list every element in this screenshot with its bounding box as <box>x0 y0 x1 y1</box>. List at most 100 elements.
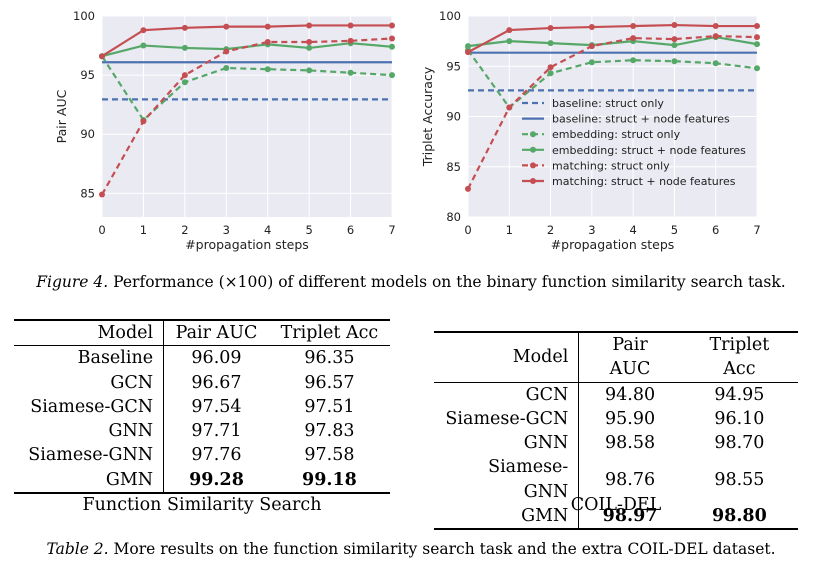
data-point <box>223 65 230 72</box>
triplet-accuracy-chart: 0 1 2 3 4 5 6 7 80 85 90 95 100 #propagation steps Tri… <box>420 9 761 252</box>
model-cell: Baseline <box>14 345 165 371</box>
legend-label: embedding: struct only <box>552 128 681 141</box>
data-point <box>712 60 719 67</box>
table-caption-text: More results on the function similarity … <box>113 540 776 558</box>
model-cell: GNN <box>434 431 580 456</box>
pair-auc-cell: 97.71 <box>191 421 242 442</box>
data-point <box>181 24 188 31</box>
x-tick-label: 5 <box>305 223 312 237</box>
series-line-4 <box>101 37 393 196</box>
x-axis-label: #propagation steps <box>551 237 675 252</box>
series-line-2 <box>467 49 758 110</box>
data-point <box>754 23 760 30</box>
data-point <box>506 38 513 45</box>
data-point <box>306 67 313 74</box>
data-point <box>140 42 147 49</box>
data-point <box>506 27 513 34</box>
table-row: Siamese-GCN 95.90 96.10 <box>434 406 798 432</box>
pair-auc-cell: 95.90 <box>604 408 656 429</box>
data-point <box>306 39 313 46</box>
data-point <box>671 22 678 29</box>
series-line-5 <box>101 24 392 58</box>
data-point <box>99 191 105 198</box>
x-tick-label: 2 <box>547 223 554 237</box>
data-point <box>389 35 395 42</box>
data-point <box>140 118 147 125</box>
pair-auc-cell: 97.76 <box>191 445 242 466</box>
pair-auc-cell: 98.58 <box>604 433 656 454</box>
model-cell: Siamese-GCN <box>14 394 165 420</box>
x-tick-label: 5 <box>671 223 678 237</box>
pair-auc-cell: 98.97 <box>579 504 681 529</box>
model-cell: Siamese-GNN <box>434 455 580 505</box>
table-right-title: COIL-DEL <box>570 495 662 515</box>
table-row: GCN 94.80 94.95 <box>434 382 798 407</box>
x-tick-label: 2 <box>181 223 188 237</box>
legend-marker <box>530 131 536 138</box>
table-row: GMN 98.97 98.80 <box>434 504 798 530</box>
legend-label: baseline: struct only <box>552 97 664 110</box>
table-caption: Table 2. More results on the function si… <box>0 540 822 558</box>
data-point <box>547 25 554 32</box>
x-tick-label: 4 <box>629 223 636 237</box>
legend-marker <box>530 162 536 169</box>
bold-value: 99.28 <box>189 469 244 490</box>
legend-marker <box>530 146 536 153</box>
table-header-row: Model Pair AUC Triplet Acc <box>434 332 798 383</box>
figure-caption-lead: Figure 4. <box>36 273 109 291</box>
model-cell: Siamese-GNN <box>14 443 165 468</box>
y-tick-label: 100 <box>439 9 461 23</box>
data-point <box>389 22 395 29</box>
header-model: Model <box>434 332 580 383</box>
triplet-acc-cell: 98.55 <box>714 469 765 490</box>
x-tick-label: 1 <box>140 223 147 237</box>
triplet-acc-cell: 97.58 <box>304 445 355 466</box>
data-point <box>465 43 471 50</box>
y-tick-label: 95 <box>80 68 95 82</box>
table-caption-lead: Table 2. <box>46 540 109 558</box>
table-row: Siamese-GNN 98.76 98.55 <box>434 455 798 505</box>
y-tick-label: 90 <box>80 127 95 141</box>
bold-value: 99.18 <box>302 469 357 490</box>
pair-auc-cell: 97.54 <box>191 396 242 417</box>
data-point <box>465 49 471 56</box>
triplet-acc-cell: 99.18 <box>269 468 390 493</box>
legend-label: matching: struct + node features <box>552 175 736 188</box>
data-point <box>223 48 230 55</box>
x-axis-label: #propagation steps <box>185 237 309 252</box>
data-point <box>712 33 719 40</box>
data-point <box>389 43 395 50</box>
data-point <box>630 35 637 42</box>
x-tick-label: 7 <box>753 223 760 237</box>
header-model: Model <box>14 320 165 347</box>
y-tick-label: 100 <box>73 9 95 23</box>
x-tick-label: 3 <box>588 223 595 237</box>
table-row: Baseline 96.09 96.35 <box>14 345 390 371</box>
data-point <box>140 27 147 34</box>
triplet-acc-cell: 96.35 <box>304 348 355 369</box>
data-point <box>306 44 313 51</box>
legend-label: baseline: struct + node features <box>552 113 730 126</box>
triplet-acc-cell: 94.95 <box>714 384 765 405</box>
data-point <box>754 41 760 48</box>
data-point <box>181 79 188 86</box>
series-line-3 <box>467 35 758 48</box>
data-point <box>671 36 678 43</box>
figure-caption-text: Performance (×100) of different models o… <box>113 273 786 291</box>
data-point <box>347 69 354 76</box>
data-point <box>630 57 637 64</box>
data-point <box>712 23 719 30</box>
coil-del-table: Model Pair AUC Triplet Acc GCN 94.80 94.… <box>434 331 798 531</box>
data-point <box>264 23 271 30</box>
legend-marker <box>530 178 536 184</box>
table-row: GNN 97.71 97.83 <box>14 419 390 444</box>
data-point <box>306 22 313 29</box>
model-cell: GMN <box>434 504 580 530</box>
triplet-acc-cell: 97.83 <box>304 421 355 442</box>
y-axis-label: Triplet Accuracy <box>420 66 435 167</box>
x-tick-label: 6 <box>347 223 354 237</box>
x-tick-label: 0 <box>98 223 105 237</box>
x-tick-label: 3 <box>223 223 230 237</box>
data-point <box>754 34 760 41</box>
legend-label: embedding: struct + node features <box>552 144 746 157</box>
